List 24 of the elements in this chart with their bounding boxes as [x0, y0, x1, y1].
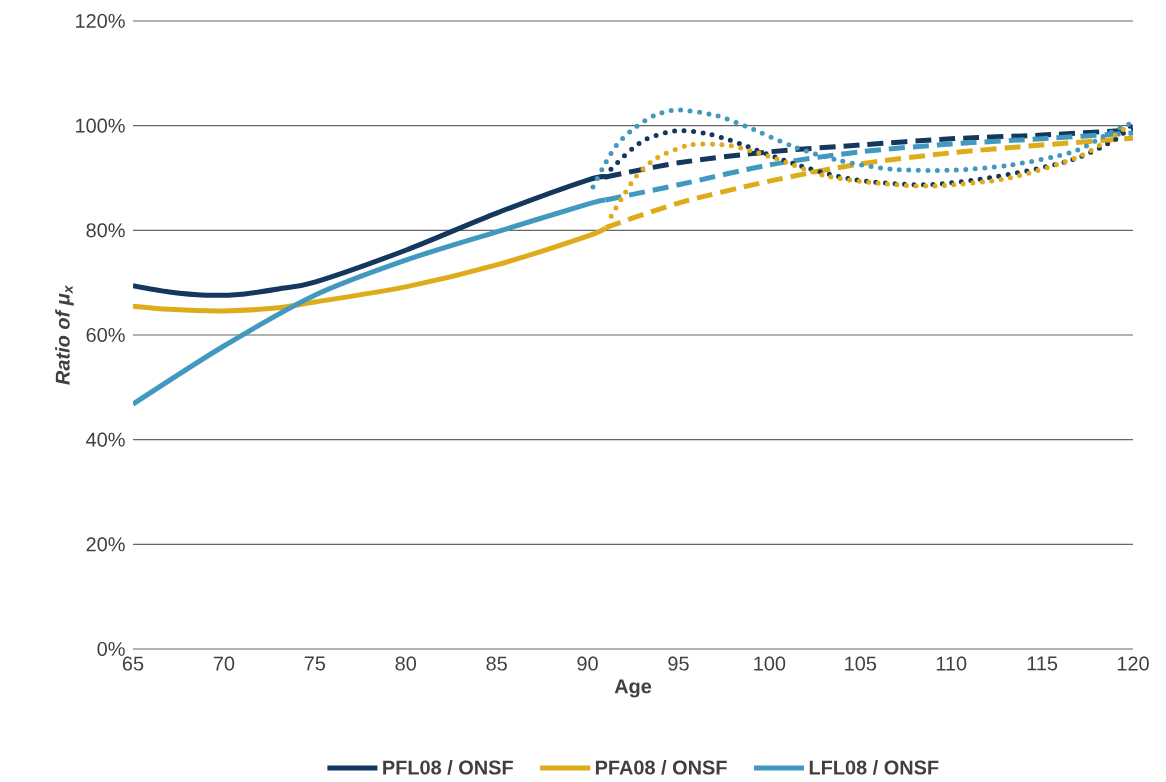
x-tick-label: 120 — [1117, 656, 1149, 671]
x-tick-label: 100 — [754, 656, 786, 671]
x-tick-label: 115 — [1027, 656, 1058, 671]
x-tick-label: 90 — [577, 656, 598, 671]
y-tick-label: 60% — [86, 327, 125, 343]
y-tick-label: 100% — [76, 118, 125, 133]
x-tick-label: 65 — [122, 656, 144, 671]
y-tick-label: 40% — [86, 432, 125, 447]
x-tick-label: 110 — [936, 656, 967, 671]
x-tick-label: 80 — [395, 656, 417, 671]
legend-label: PFA08 / ONSF — [595, 759, 727, 775]
legend-label: LFL08 / ONSF — [809, 759, 939, 775]
y-tick-label: 0% — [97, 641, 125, 657]
y-tick-label: 20% — [86, 537, 125, 552]
y-tick-label: 80% — [86, 223, 125, 238]
y-tick-label: 120% — [76, 13, 125, 29]
x-tick-label: 95 — [668, 656, 689, 671]
x-axis-title: Age — [614, 679, 652, 698]
x-tick-label: 75 — [304, 656, 326, 671]
x-tick-label: 105 — [845, 656, 877, 671]
y-axis-title: Ratio of μ$_{x}$ — [55, 285, 74, 385]
legend-label: PFL08 / ONSF — [383, 759, 513, 775]
x-tick-label: 70 — [213, 656, 235, 671]
x-tick-label: 85 — [486, 656, 507, 671]
